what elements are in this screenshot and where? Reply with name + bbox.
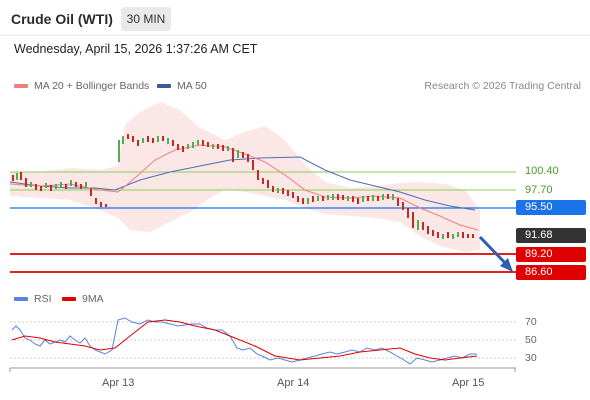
- support-2-label: 86.60: [516, 265, 586, 280]
- x-label-apr13: Apr 13: [102, 377, 135, 389]
- header-divider: [0, 35, 590, 36]
- rsi-tick-50: 50: [525, 334, 537, 346]
- instrument-title: Crude Oil (WTI): [11, 11, 113, 27]
- rsi-ma-swatch: [62, 297, 76, 301]
- rsi-swatch: [14, 297, 28, 301]
- rsi-legend-label: RSI: [34, 293, 52, 305]
- ma20-swatch: [14, 84, 28, 88]
- rsi-legend: RSI: [14, 293, 52, 305]
- rsi-line: [11, 317, 477, 365]
- rsi-tick-30: 30: [525, 352, 537, 364]
- resistance-2-label: 100.40: [525, 165, 559, 177]
- research-credit: Research © 2026 Trading Central: [424, 80, 581, 92]
- resistance-1-label: 97.70: [525, 184, 553, 196]
- ma50-legend: MA 50: [157, 80, 207, 92]
- rsi-ma-legend-label: 9MA: [82, 293, 104, 305]
- ma20-line: [9, 144, 479, 231]
- ma50-legend-label: MA 50: [177, 80, 207, 92]
- timestamp: Wednesday, April 15, 2026 1:37:26 AM CET: [14, 42, 258, 56]
- ma20-legend: MA 20 + Bollinger Bands: [14, 80, 149, 92]
- rsi-tick-70: 70: [525, 316, 537, 328]
- last-price-label: 91.68: [516, 228, 586, 243]
- x-label-apr15: Apr 15: [452, 377, 485, 389]
- ma20-legend-label: MA 20 + Bollinger Bands: [34, 80, 150, 92]
- bollinger-band: [10, 102, 480, 252]
- candlesticks: [12, 134, 474, 239]
- x-label-apr14: Apr 14: [277, 377, 310, 389]
- projection-arrow: [478, 235, 513, 272]
- support-1-label: 89.20: [516, 247, 586, 262]
- pivot-label: 95.50: [516, 200, 586, 215]
- rsi-ma-line: [11, 319, 478, 361]
- ma50-swatch: [157, 84, 171, 88]
- rsi-ma-legend: 9MA: [62, 293, 104, 305]
- timeframe-button[interactable]: 30 MIN: [121, 7, 171, 31]
